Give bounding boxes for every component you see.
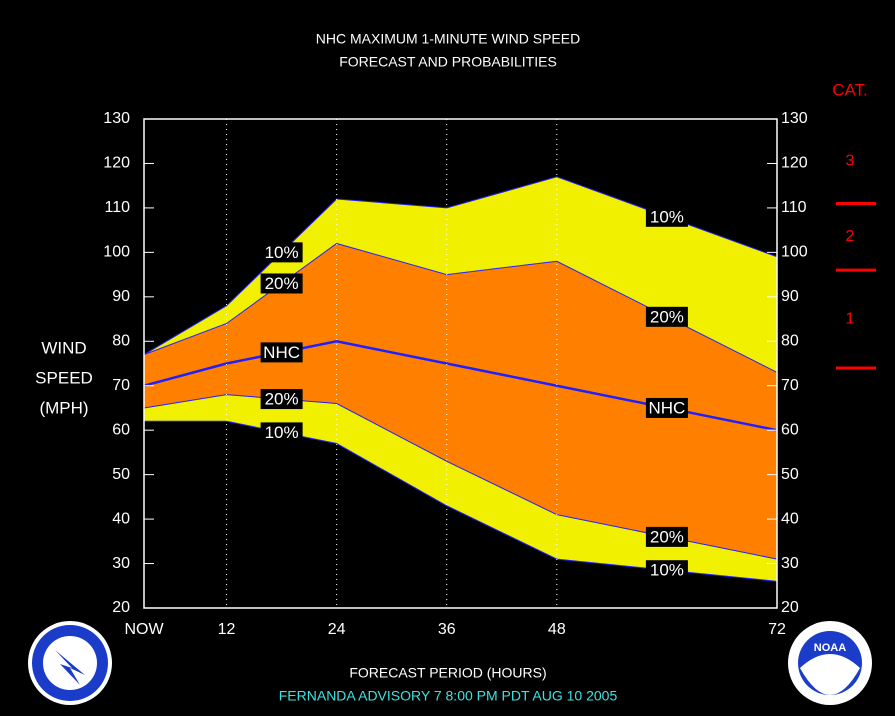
y-tick-label: 70 [112,377,130,394]
y2-tick-label: 90 [781,288,799,305]
y-tick-label: 50 [112,466,130,483]
series-label-bg [645,206,688,227]
y2-tick-label: 80 [781,332,799,349]
y-tick-label: 90 [112,288,130,305]
svg-text:NOAA: NOAA [814,642,846,654]
y2-tick-label: 30 [781,555,799,572]
category-title: CAT. [832,80,868,99]
y-tick-label: 130 [103,110,130,127]
category-label: 2 [846,228,855,245]
x-tick-label: NOW [124,621,164,638]
category-label: 1 [846,310,855,327]
noaa-logo: NOAA [788,621,872,705]
y-tick-label: 110 [104,199,130,216]
series-label: 10% [265,243,299,262]
series-label-bg [260,273,303,294]
series-label: 20% [265,390,299,409]
y-axis-label: SPEED [35,368,93,387]
y2-tick-label: 100 [781,244,808,261]
y2-tick-label: 70 [781,377,799,394]
x-tick-label: 48 [548,621,566,638]
y-axis-label: (MPH) [39,398,88,417]
series-label: 20% [650,527,684,546]
series-label-bg [260,422,303,443]
footer: FERNANDA ADVISORY 7 8:00 PM PDT AUG 10 2… [279,688,618,704]
plot-frame [143,118,778,609]
y2-tick-label: 120 [781,155,808,172]
y2-tick-label: 110 [781,199,807,216]
y2-tick-label: 20 [781,599,799,616]
x-tick-label: 24 [328,621,346,638]
series-label-bg [260,242,303,263]
y-tick-label: 40 [112,510,130,527]
series-label-bg [260,389,303,410]
y-tick-label: 120 [103,155,130,172]
y2-tick-label: 50 [781,466,799,483]
y2-tick-label: 130 [781,110,808,127]
series-label: 10% [265,423,299,442]
band-edge [143,394,778,560]
band-edge [143,176,778,356]
series-label-bg [260,342,303,363]
series-label: 10% [650,561,684,580]
x-tick-label: 36 [438,621,456,638]
y2-tick-label: 40 [781,510,799,527]
y-axis-label: WIND [41,338,86,357]
series-label: 20% [650,307,684,326]
series-label: NHC [648,398,685,417]
y-tick-label: 20 [112,599,130,616]
category-label: 3 [846,152,855,169]
probability-band [144,243,777,560]
series-label-bg [645,526,688,547]
x-tick-label: 12 [218,621,236,638]
series-label-bg [645,397,688,418]
y-tick-label: 30 [112,555,130,572]
series-label-bg [645,560,688,581]
forecast-line [143,339,778,432]
y2-tick-label: 60 [781,421,799,438]
series-label-bg [645,306,688,327]
series-label: 10% [650,207,684,226]
chart-title: FORECAST AND PROBABILITIES [339,54,557,70]
band-edge [144,420,778,582]
y-tick-label: 100 [103,244,130,261]
x-axis-label: FORECAST PERIOD (HOURS) [349,665,546,681]
nws-logo [28,621,112,705]
series-label: 20% [265,274,299,293]
chart-title: NHC MAXIMUM 1-MINUTE WIND SPEED [316,31,580,47]
x-tick-label: 72 [768,621,786,638]
band-edge [143,242,778,373]
series-label: NHC [263,343,300,362]
y-tick-label: 80 [112,332,130,349]
y-tick-label: 60 [112,421,130,438]
